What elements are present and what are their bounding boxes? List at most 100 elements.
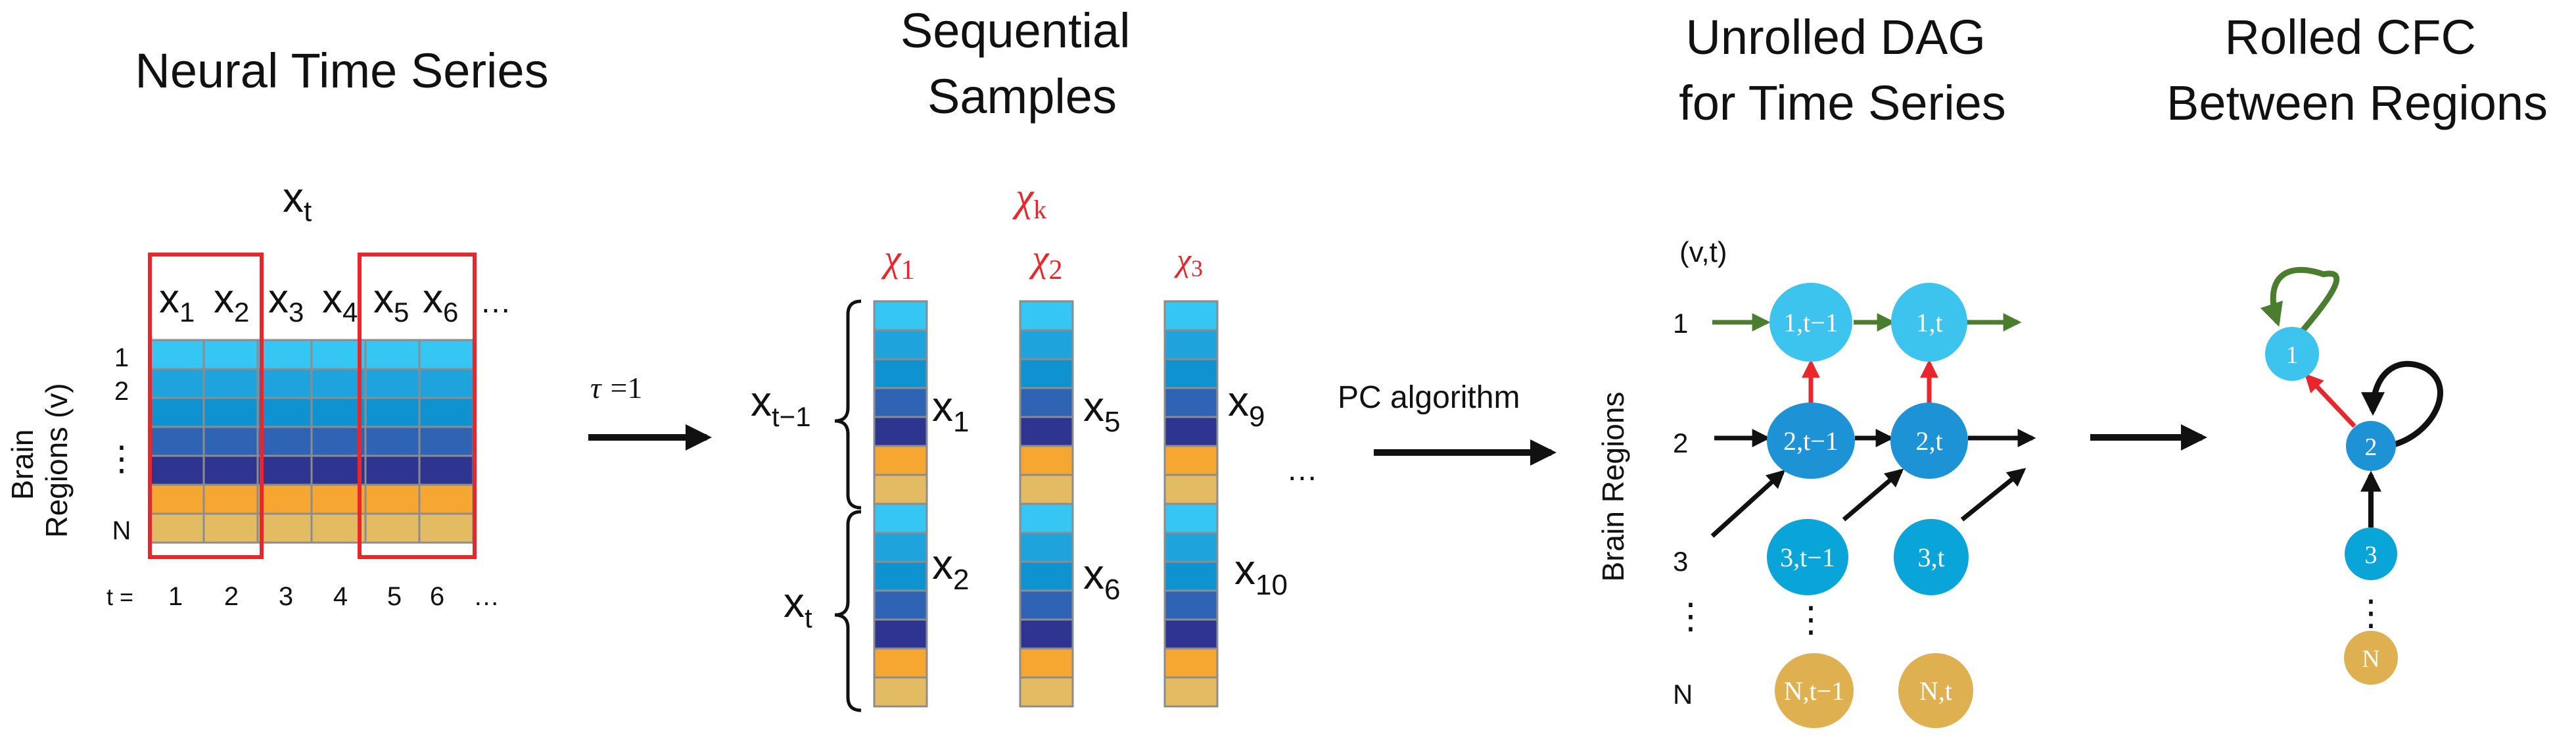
sample-cell <box>1019 647 1074 679</box>
svg-text:N,t−1: N,t−1 <box>1784 676 1845 706</box>
t-value: 3 <box>279 582 293 611</box>
dag-node-n-t: N,t <box>1898 653 1973 728</box>
svg-text:N: N <box>2362 645 2379 673</box>
matrix-column-header: x3 <box>268 276 304 328</box>
svg-text:2,t−1: 2,t−1 <box>1783 426 1838 456</box>
t-value: 5 <box>387 582 402 611</box>
sample-label-x2: x2 <box>932 541 969 596</box>
sample-cell <box>1019 618 1074 650</box>
brace-bottom <box>834 510 862 712</box>
highlight-box-x1-x2 <box>148 253 264 559</box>
tau-label: τ =1 <box>590 371 642 405</box>
dag-edge-3a-to-2b <box>1842 468 1904 522</box>
sample-ellipsis: … <box>1286 453 1318 487</box>
dag-node-n-tm1: N,t−1 <box>1775 653 1854 728</box>
dag-row-label-n: N <box>1673 679 1693 710</box>
t-value: 2 <box>224 582 239 611</box>
sample-cell <box>873 503 928 534</box>
sample-column <box>1163 300 1219 708</box>
tau-arrow-group: τ =1 <box>588 371 712 451</box>
sample-cell <box>1163 445 1219 476</box>
matrix-column-header: x1 <box>159 276 195 328</box>
sample-cell <box>1163 503 1219 534</box>
svg-text:2: 2 <box>2365 433 2377 461</box>
t-value: 6 <box>430 582 444 611</box>
sample-cell <box>1163 474 1219 505</box>
sample-cell <box>873 300 928 331</box>
sample-cell <box>1163 560 1219 592</box>
dag-node-3-tm1: 3,t−1 <box>1767 519 1848 595</box>
sample-cell <box>1019 560 1074 592</box>
dag-header: (v,t) <box>1679 236 1727 268</box>
sample-cell <box>873 676 928 708</box>
rolled-self-loop-1 <box>2260 266 2340 339</box>
sample-cell <box>1019 445 1074 476</box>
svg-text:1,t: 1,t <box>1915 308 1942 337</box>
svg-text:1,t−1: 1,t−1 <box>1783 308 1838 337</box>
matrix-row-dots: ⋮ <box>105 440 139 478</box>
rolled-node-3: 3 <box>2345 527 2397 580</box>
svg-text:3: 3 <box>2365 541 2377 569</box>
sample-column <box>1019 300 1074 708</box>
dag-column-dots: ⋮ <box>1793 600 1829 639</box>
sample-cell <box>873 445 928 476</box>
matrix-row-label-2: 2 <box>114 377 129 406</box>
dag-y-label: Brain Regions <box>1596 392 1630 582</box>
dag-row-dots: ⋮ <box>1673 597 1708 636</box>
svg-text:1: 1 <box>2286 341 2299 369</box>
brace-top <box>834 299 862 510</box>
panel-unrolled-dag: Unrolled DAG for Time Series (v,t) Brain… <box>1596 10 2036 728</box>
dag-node-2-tm1: 2,t−1 <box>1767 403 1855 479</box>
dag-node-3-t: 3,t <box>1894 519 1969 595</box>
sample-cell <box>1019 416 1074 447</box>
dag-row-label-3: 3 <box>1673 546 1688 577</box>
sample-cell <box>1019 589 1074 621</box>
sample-cell <box>873 387 928 418</box>
rolled-node-2: 2 <box>2346 421 2396 471</box>
panel-neural-time-series: Neural Time Series xt x1 x2 x3 x4 x5 x6 … 1 2… <box>5 43 549 611</box>
highlight-box-x5-x6 <box>358 253 477 559</box>
sample-cell <box>1019 329 1074 360</box>
t-prefix: t = <box>106 583 133 610</box>
svg-text:3,t: 3,t <box>1917 543 1944 572</box>
t-ellipsis: … <box>473 582 500 611</box>
sample-column <box>873 300 928 708</box>
dag-node-1-t: 1,t <box>1891 283 1967 362</box>
dag-row-label-2: 2 <box>1673 428 1688 458</box>
sample-cell <box>873 358 928 389</box>
sample-cell <box>1163 618 1219 650</box>
brace-top-label: xt−1 <box>751 378 811 432</box>
sample-cell <box>1019 358 1074 389</box>
t-value: 4 <box>333 582 348 611</box>
sample-cell <box>873 647 928 679</box>
dag-node-2-t: 2,t <box>1890 403 1968 479</box>
rolled-node-n: N <box>2344 631 2398 685</box>
chi-label-2: χ2 <box>1029 237 1063 285</box>
dag-edge-3b-out <box>1960 468 2026 522</box>
sample-cell <box>873 416 928 447</box>
sample-cell <box>873 618 928 650</box>
chi-label-1: χ1 <box>881 237 915 285</box>
pc-arrow-group: PC algorithm <box>1338 380 1557 466</box>
panel-rolled-cfc: Rolled CFC Between Regions 1 2 3 ⋮ N <box>2166 10 2548 685</box>
dag-node-1-tm1: 1,t−1 <box>1769 283 1852 362</box>
svg-text:3,t−1: 3,t−1 <box>1780 543 1835 572</box>
brace-bottom-label: xt <box>784 579 812 633</box>
rolled-node-1: 1 <box>2265 327 2319 381</box>
panel-sequential-samples: Sequential Samples χk χ1 χ2 χ3 xt−1 xt x… <box>751 3 1318 712</box>
rolled-edge-2-to-1 <box>2305 373 2356 428</box>
chi-label-3: χ3 <box>1174 241 1203 282</box>
sample-cell <box>873 589 928 621</box>
svg-text:N,t: N,t <box>1919 676 1952 706</box>
sample-label-x10: x10 <box>1234 546 1288 601</box>
sample-cell <box>1019 503 1074 534</box>
matrix-column-header: x5 <box>373 276 409 328</box>
sample-cell <box>1019 531 1074 563</box>
rolled-dots: ⋮ <box>2353 593 2389 633</box>
matrix-column-header: x4 <box>322 276 358 328</box>
sample-cell <box>1163 300 1219 331</box>
sample-cell <box>1163 647 1219 679</box>
sample-label-x6: x6 <box>1083 551 1120 606</box>
sample-cell <box>1163 416 1219 447</box>
